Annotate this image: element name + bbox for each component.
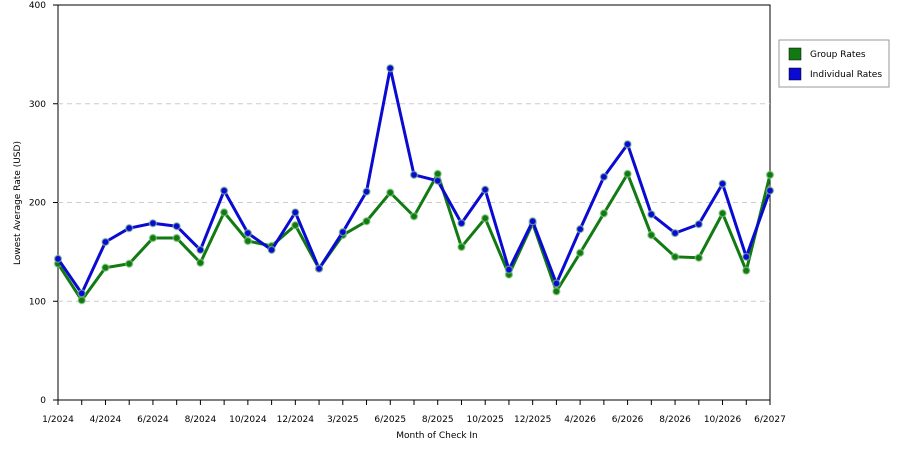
y-tick-label: 0 [40,396,46,406]
data-point [694,253,704,263]
legend-label: Individual Rates [810,70,882,80]
data-point [765,186,775,195]
data-point [433,176,442,186]
data-point [362,217,371,226]
x-tick-label: 4/2026 [564,415,596,425]
data-point [267,245,276,255]
data-point [101,263,110,272]
data-point [623,139,632,149]
data-point [599,209,609,218]
data-point [196,258,205,267]
legend-label: Group Rates [810,50,866,60]
x-tick-label: 8/2026 [659,415,691,425]
data-point [504,265,514,274]
legend-swatch [788,47,802,61]
data-point [124,223,134,233]
data-point [409,212,419,221]
data-point [480,214,490,223]
data-point [575,248,585,258]
data-point [457,218,466,228]
data-point [694,219,704,229]
x-tick-label: 4/2024 [90,415,122,425]
x-tick-label: 12/2024 [277,415,315,425]
data-point [647,210,656,219]
x-tick-label: 8/2024 [185,415,217,425]
data-point [243,228,253,238]
data-point [647,230,656,240]
x-tick-label: 3/2025 [327,415,359,425]
data-point [718,179,727,188]
x-axis-label: Month of Check In [396,431,478,441]
data-point [338,227,348,237]
data-point [148,218,158,228]
x-tick-label: 6/2027 [754,415,786,425]
data-point [599,172,609,182]
data-point [742,252,751,262]
data-point [457,242,466,252]
x-tick-label: 10/2025 [467,415,504,425]
x-tick-label: 6/2025 [374,415,406,425]
data-point [172,233,181,243]
data-point [718,209,727,218]
data-point [362,187,371,196]
data-point [291,208,300,217]
x-tick-label: 8/2025 [422,415,454,425]
data-point [386,63,395,73]
data-point [528,217,537,226]
data-point [53,254,63,264]
data-point [623,169,632,179]
data-point [552,287,561,296]
x-tick-label: 10/2026 [704,415,742,425]
data-point [219,208,229,217]
data-point [196,245,205,255]
data-point [433,169,442,179]
x-tick-label: 6/2026 [612,415,644,425]
y-tick-label: 400 [29,1,46,11]
y-axis-label: Lowest Average Rate (USD) [13,141,23,265]
y-tick-label: 300 [29,100,46,110]
data-point [243,236,253,246]
x-tick-label: 12/2025 [514,415,551,425]
x-tick-label: 10/2024 [229,415,267,425]
data-point [386,188,395,197]
data-point [670,252,680,262]
data-point [314,264,324,273]
data-point [124,259,134,268]
legend-swatch [788,67,802,81]
data-point [291,220,300,230]
y-tick-label: 200 [29,199,46,209]
x-tick-label: 1/2024 [42,415,74,425]
data-point [670,228,680,238]
data-point [480,185,490,194]
data-point [409,170,419,180]
y-tick-label: 100 [29,297,46,307]
data-point [219,186,229,195]
data-point [101,237,110,247]
data-point [77,296,86,305]
data-point [575,224,585,234]
data-point [552,279,561,288]
data-point [77,289,86,298]
x-tick-label: 6/2024 [137,415,169,425]
data-point [765,170,775,180]
data-point [172,221,181,231]
data-point [148,233,158,243]
data-point [742,266,751,275]
